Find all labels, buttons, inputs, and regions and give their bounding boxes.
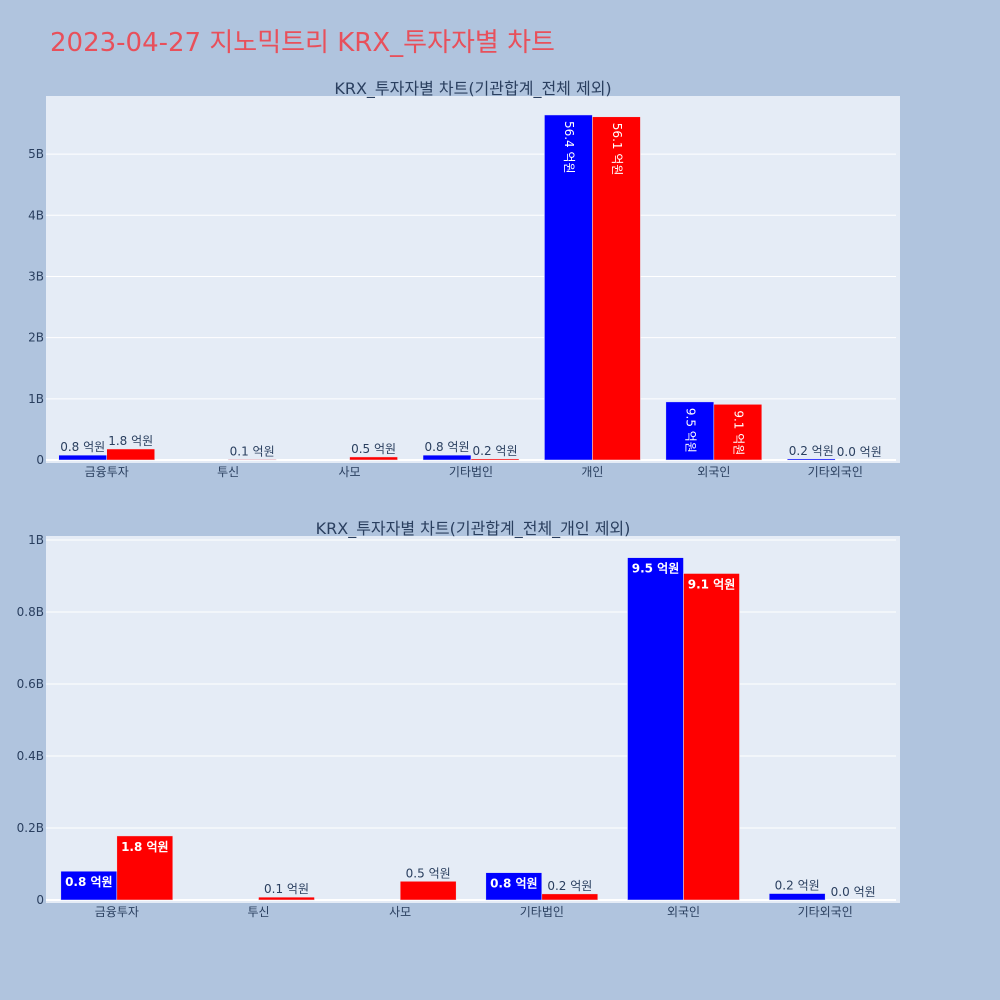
data-label: 0.8 억원 (65, 875, 113, 889)
data-label: 0.8 억원 (490, 877, 538, 891)
bar-series2 (227, 459, 277, 461)
x-tick-label: 금융투자 (85, 465, 129, 479)
x-tick-label: 금융투자 (95, 905, 139, 919)
data-label: 0.2 억원 (775, 879, 820, 893)
data-label: 56.1 억원 (610, 123, 624, 176)
chart-1: 0 1B 2B 3B 4B 5B KRX_투자자별 차트(기관합계_전체 제외) 금융투자 0.… (28, 79, 900, 479)
chart-title: KRX_투자자별 차트(기관합계_전체_개인 제외) (316, 519, 631, 539)
x-tick-label: 외국인 (697, 465, 730, 479)
y-tick-label: 0.8B (17, 605, 44, 619)
page-title: 2023-04-27 지노믹트리 KRX_투자자별 차트 (50, 28, 555, 58)
y-tick-label: 0.2B (17, 821, 44, 835)
x-tick-label: 사모 (339, 465, 361, 479)
data-label: 9.5 억원 (632, 562, 680, 576)
bar-series2 (470, 458, 520, 461)
y-tick-label: 1B (28, 533, 44, 547)
chart-title: KRX_투자자별 차트(기관합계_전체 제외) (334, 79, 611, 99)
plot-area (46, 96, 900, 463)
y-tick-label: 4B (28, 208, 44, 222)
x-tick-label: 기타외국인 (798, 905, 853, 919)
data-label: 0.8 억원 (60, 440, 105, 454)
bar-series1 (58, 454, 107, 461)
bar-series1 (768, 893, 826, 901)
y-tick-label: 0.6B (17, 677, 44, 691)
x-tick-label: 사모 (389, 905, 411, 919)
data-label: 0.0 억원 (831, 885, 876, 899)
x-tick-label: 개인 (581, 465, 603, 479)
data-label: 0.1 억원 (264, 882, 309, 896)
bar-series1 (60, 870, 118, 901)
data-label: 0.5 억원 (406, 866, 451, 880)
data-label: 0.2 억원 (473, 444, 518, 458)
x-tick-label: 투신 (247, 905, 269, 919)
data-label: 0.0 억원 (837, 445, 882, 459)
y-tick-label: 2B (28, 331, 44, 345)
bar-series1 (627, 557, 684, 901)
data-label: 9.5 억원 (683, 408, 697, 453)
plot-area (46, 536, 900, 903)
data-label: 9.1 억원 (688, 577, 736, 591)
data-label: 1.8 억원 (108, 434, 153, 448)
x-tick-label: 기타법인 (520, 905, 564, 919)
bar-series1 (422, 454, 472, 461)
bar-series2 (258, 896, 315, 901)
y-tick-label: 5B (28, 147, 44, 161)
y-tick-label: 0.4B (17, 749, 44, 763)
bar-series2 (713, 404, 763, 461)
data-label: 56.4 억원 (562, 121, 576, 174)
bar-series2 (349, 456, 398, 461)
data-label: 0.1 억원 (230, 444, 275, 458)
data-label: 9.1 억원 (731, 410, 745, 455)
y-tick-label: 0 (36, 893, 44, 907)
data-label: 0.8 억원 (425, 440, 470, 454)
x-tick-label: 외국인 (667, 905, 700, 919)
bar-series2 (116, 835, 174, 901)
bar-series1 (485, 872, 543, 901)
y-tick-label: 3B (28, 269, 44, 283)
x-tick-label: 기타법인 (449, 465, 493, 479)
y-tick-label: 1B (28, 392, 44, 406)
x-tick-label: 기타외국인 (808, 465, 863, 479)
bar-series1 (665, 401, 715, 461)
data-label: 0.2 억원 (547, 879, 592, 893)
bar-series2 (541, 893, 599, 901)
y-tick-label: 0 (36, 453, 44, 467)
data-label: 1.8 억원 (121, 840, 169, 854)
data-label: 0.2 억원 (789, 444, 834, 458)
data-label: 0.5 억원 (351, 442, 396, 456)
chart-2: 0 0.2B 0.4B 0.6B 0.8B 1B KRX_투자자별 차트(기관합계_전체_개… (17, 519, 900, 919)
x-tick-label: 투신 (217, 465, 239, 479)
bar-series2 (683, 573, 740, 901)
bar-series2 (592, 116, 641, 461)
bar-series2 (399, 881, 457, 901)
bar-series1 (787, 458, 836, 461)
bar-series2 (106, 448, 155, 461)
